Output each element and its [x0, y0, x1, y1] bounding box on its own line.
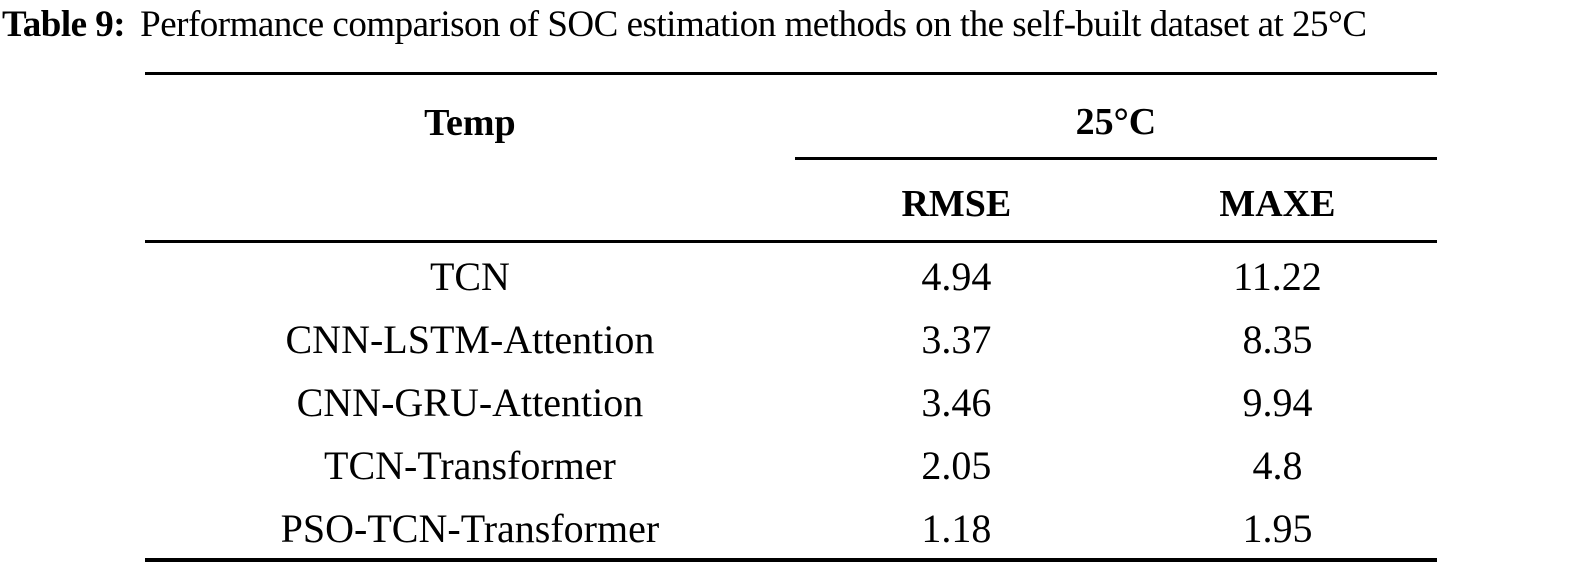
col-header-rmse: RMSE [794, 158, 1118, 243]
rmse-cell: 1.18 [921, 505, 992, 551]
table-row: TCN-Transformer 2.05 4.8 [145, 432, 1437, 495]
rmse-cell: 2.05 [921, 442, 992, 488]
rmse-cell: 3.37 [921, 316, 992, 362]
group-header-25c: 25°C [794, 73, 1437, 160]
page: { "caption": { "label": "Table 9:", "tex… [2, 3, 1437, 562]
table-row: PSO-TCN-Transformer 1.18 1.95 [145, 495, 1437, 560]
col-header-maxe: MAXE [1117, 158, 1437, 243]
results-table: Temp 25°C RMSE MAXE TCN 4.94 11.22 CNN-L… [145, 72, 1437, 562]
rmse-cell: 3.46 [921, 379, 992, 425]
col-header-temp: Temp [424, 101, 516, 144]
maxe-cell: 9.94 [1242, 379, 1313, 425]
sub-header-row: RMSE MAXE [145, 158, 1437, 243]
table-header: Temp 25°C RMSE MAXE [145, 73, 1437, 243]
maxe-cell: 11.22 [1233, 253, 1322, 299]
rmse-cell: 4.94 [921, 253, 992, 299]
method-cell: TCN [429, 253, 510, 299]
maxe-cell: 1.95 [1242, 505, 1313, 551]
caption-text: Performance comparison of SOC estimation… [140, 4, 1367, 45]
table-caption: Table 9: Performance comparison of SOC es… [2, 3, 1367, 47]
method-cell: TCN-Transformer [324, 442, 616, 488]
table-row: CNN-LSTM-Attention 3.37 8.35 [145, 306, 1437, 369]
table-row: CNN-GRU-Attention 3.46 9.94 [145, 369, 1437, 432]
table-body: TCN 4.94 11.22 CNN-LSTM-Attention 3.37 8… [145, 242, 1437, 561]
method-cell: CNN-GRU-Attention [296, 379, 644, 425]
method-cell: CNN-LSTM-Attention [285, 316, 655, 362]
maxe-cell: 8.35 [1242, 316, 1313, 362]
maxe-cell: 4.8 [1252, 442, 1303, 488]
group-header-row: Temp 25°C [145, 73, 1437, 160]
method-cell: PSO-TCN-Transformer [280, 505, 660, 551]
table-row: TCN 4.94 11.22 [145, 242, 1437, 307]
sub-header-empty [145, 158, 795, 243]
caption-label: Table 9: [2, 4, 126, 45]
